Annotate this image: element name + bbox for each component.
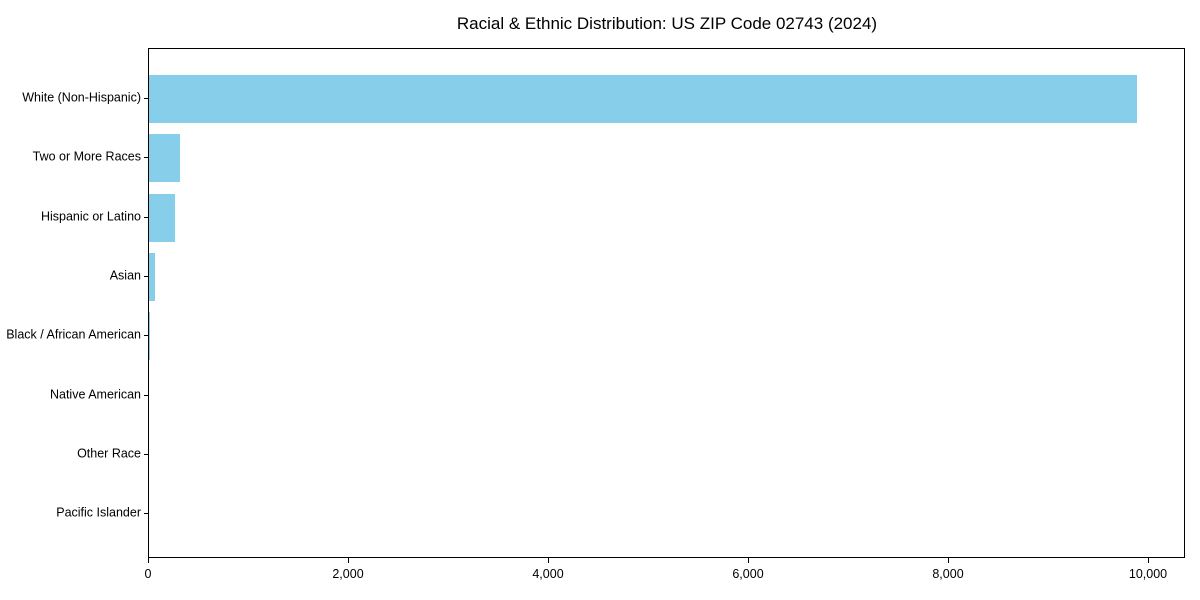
y-tick-mark: [144, 216, 148, 218]
y-tick-mark: [144, 275, 148, 277]
chart-title: Racial & Ethnic Distribution: US ZIP Cod…: [456, 14, 878, 33]
x-tick-label: 2,000: [332, 567, 364, 581]
y-tick-mark: [144, 335, 148, 337]
x-tick-label: 6,000: [732, 567, 764, 581]
bar-white-non-hispanic: [149, 75, 1137, 123]
x-tick-mark: [1148, 558, 1149, 563]
y-tick-label: Asian: [109, 268, 141, 283]
y-tick-mark: [144, 453, 148, 455]
x-tick-mark: [148, 558, 149, 563]
x-tick-label: 0: [144, 567, 152, 581]
x-tick-mark: [748, 558, 749, 563]
x-tick-label: 10,000: [1128, 567, 1168, 581]
y-tick-label: Pacific Islander: [56, 505, 141, 520]
y-tick-mark: [144, 157, 148, 159]
x-tick-label: 8,000: [932, 567, 964, 581]
x-tick-mark: [348, 558, 349, 563]
bar-two-or-more-races: [149, 134, 180, 183]
y-tick-label: Other Race: [77, 446, 141, 461]
y-tick-label: Native American: [49, 387, 141, 401]
x-tick-mark: [548, 558, 549, 563]
bar-black-african-american: [149, 312, 151, 361]
bar-asian: [149, 252, 155, 301]
y-tick-label: Hispanic or Latino: [40, 209, 141, 224]
y-tick-label: Two or More Races: [32, 149, 141, 164]
y-tick-mark: [144, 98, 148, 99]
y-tick-label: White (Non-Hispanic): [22, 90, 141, 105]
bar-hispanic-or-latino: [149, 193, 176, 242]
x-tick-mark: [948, 558, 949, 563]
x-tick-label: 4,000: [532, 567, 564, 581]
y-tick-label: Black / African American: [6, 327, 141, 342]
y-tick-mark: [144, 394, 148, 396]
plot-area: [148, 48, 1185, 558]
y-tick-mark: [144, 513, 148, 515]
